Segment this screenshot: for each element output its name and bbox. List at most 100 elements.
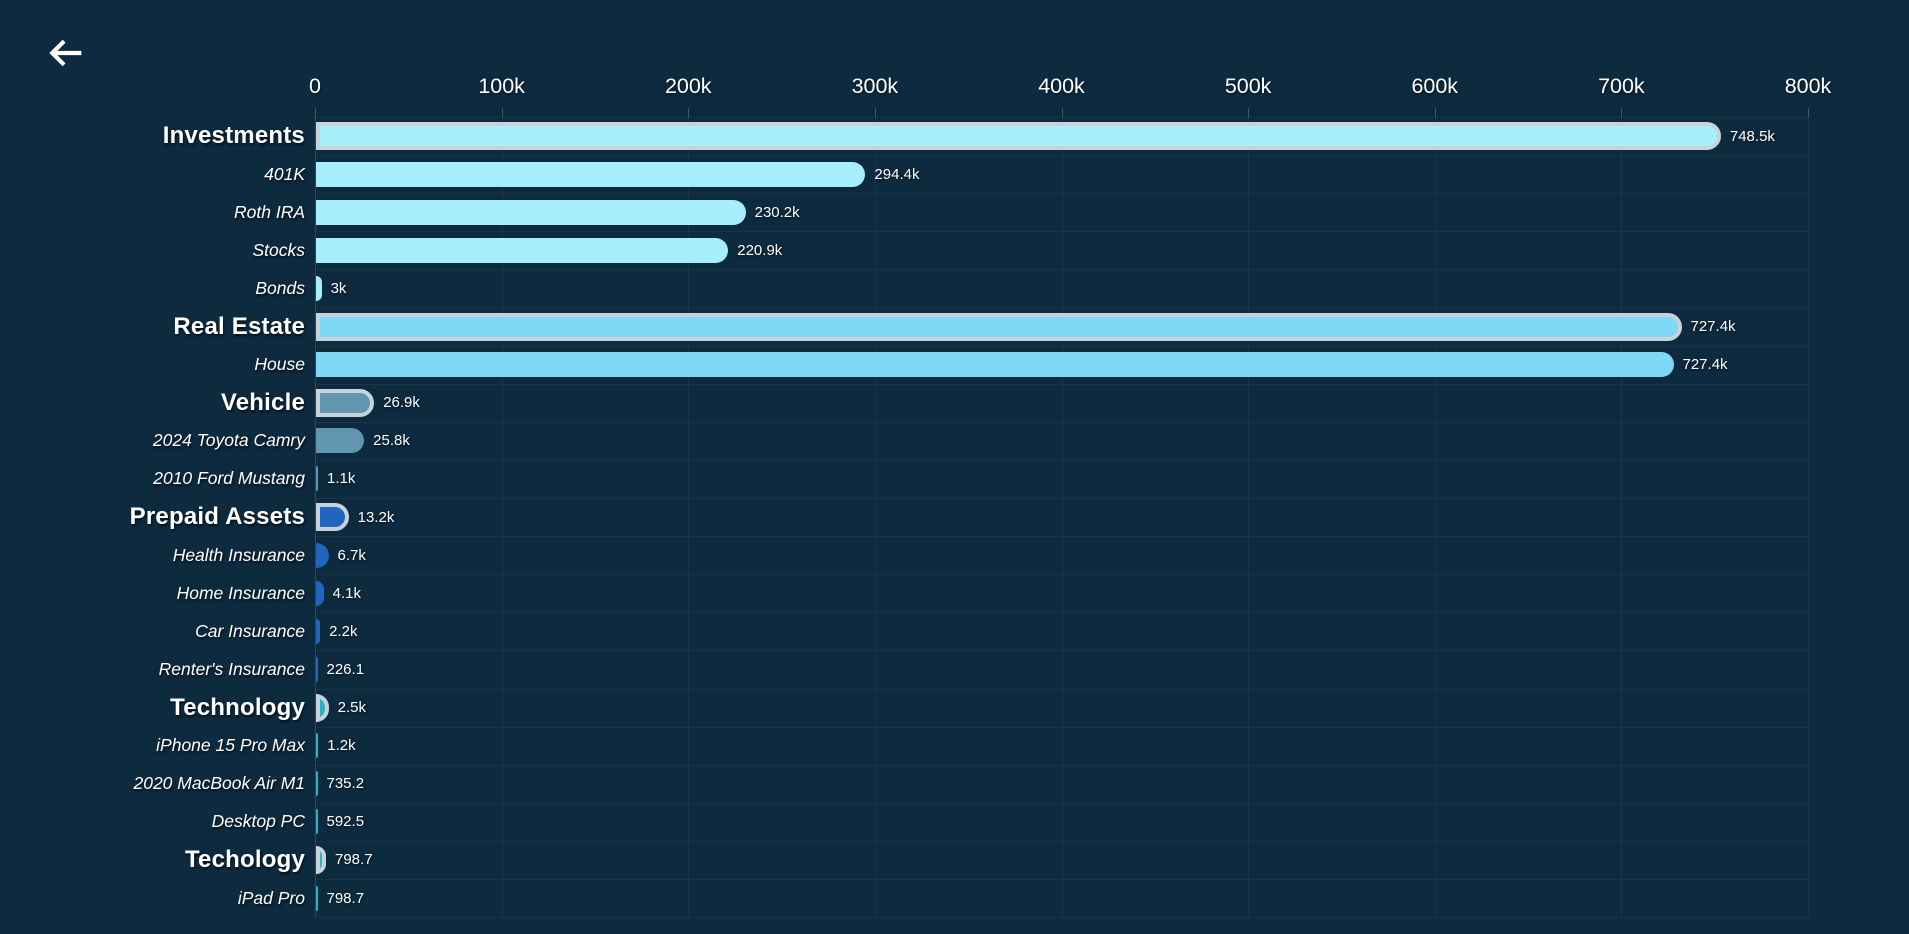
category-bar[interactable]: [316, 312, 1682, 341]
bar-value-label: 6.7k: [337, 546, 366, 564]
bar-value-label: 1.1k: [327, 470, 356, 488]
axis-tick-label: 300k: [851, 74, 899, 98]
grid-line-vertical: [874, 117, 876, 918]
axis-tick-label: 200k: [664, 74, 712, 98]
item-bar[interactable]: [316, 199, 746, 225]
x-axis: 0 100k 200k 300k 400k 500k 600k 700k 800k: [0, 0, 1909, 117]
row-label: iPhone 15 Pro Max: [156, 735, 305, 756]
row-label: Stocks: [252, 239, 305, 260]
row-separator: [315, 612, 1808, 614]
bar-value-label: 4.1k: [332, 584, 361, 602]
category-row: Prepaid Assets 13.2k: [0, 498, 1909, 536]
bar-value-label: 2.5k: [337, 699, 367, 717]
item-bar[interactable]: [316, 618, 321, 644]
row-separator: [315, 688, 1808, 690]
item-row: Home Insurance 4.1k: [0, 574, 1909, 612]
row-separator: [315, 383, 1808, 385]
row-label: Home Insurance: [176, 582, 305, 603]
row-label: Investments: [162, 122, 305, 150]
axis-tick-mark: [1434, 108, 1436, 117]
item-bar[interactable]: [316, 237, 729, 263]
bar-value-label: 735.2: [326, 775, 365, 793]
row-separator: [315, 802, 1808, 804]
row-separator: [315, 155, 1808, 157]
arrow-left-icon: [49, 39, 82, 67]
item-row: 401K 294.4k: [0, 155, 1909, 193]
row-label: Prepaid Assets: [129, 503, 305, 531]
item-bar[interactable]: [316, 542, 329, 568]
row-label: Vehicle: [220, 388, 305, 416]
item-row: Car Insurance 2.2k: [0, 612, 1909, 650]
axis-tick-mark: [1061, 108, 1063, 117]
item-bar[interactable]: [316, 275, 322, 301]
item-bar[interactable]: [316, 885, 318, 911]
row-label: Bonds: [255, 277, 305, 298]
bar-value-label: 798.7: [326, 889, 365, 907]
grid-line-vertical: [688, 117, 690, 918]
bar-value-label: 25.8k: [373, 432, 410, 450]
category-row: Technology 2.5k: [0, 689, 1909, 727]
axis-tick-label: 600k: [1411, 74, 1459, 98]
item-bar[interactable]: [316, 733, 319, 759]
category-bar[interactable]: [316, 388, 375, 417]
grid-line-vertical: [1248, 117, 1250, 918]
row-label: Desktop PC: [211, 811, 305, 832]
row-separator: [315, 764, 1808, 766]
item-row: iPhone 15 Pro Max 1.2k: [0, 727, 1909, 765]
row-label: iPad Pro: [237, 887, 305, 908]
row-separator: [315, 650, 1808, 652]
item-bar[interactable]: [316, 161, 866, 187]
item-row: Renter's Insurance 226.1: [0, 650, 1909, 688]
axis-tick-mark: [315, 108, 316, 117]
item-row: 2020 MacBook Air M1 735.2: [0, 765, 1909, 803]
item-bar[interactable]: [316, 428, 365, 454]
item-bar[interactable]: [316, 466, 319, 492]
category-row: Investments 748.5k: [0, 117, 1909, 155]
row-label: 2020 MacBook Air M1: [133, 773, 305, 794]
axis-zero-line: [315, 117, 316, 918]
row-label: 2010 Ford Mustang: [153, 468, 305, 489]
axis-tick-mark: [688, 108, 690, 117]
item-row: iPad Pro 798.7: [0, 879, 1909, 917]
row-separator: [315, 345, 1808, 347]
row-label: Technology: [170, 693, 305, 721]
axis-tick-mark: [874, 108, 876, 117]
axis-tick-label: 400k: [1038, 74, 1085, 98]
bar-value-label: 294.4k: [874, 165, 920, 183]
item-row: 2010 Ford Mustang 1.1k: [0, 460, 1909, 498]
category-bar[interactable]: [316, 693, 329, 722]
row-separator: [315, 840, 1808, 842]
axis-tick-mark: [1621, 108, 1623, 117]
bar-value-label: 748.5k: [1729, 127, 1775, 145]
category-bar[interactable]: [316, 845, 326, 874]
bar-value-label: 226.1: [326, 660, 365, 678]
axis-tick-label: 800k: [1784, 74, 1832, 98]
grid-line-vertical: [1434, 117, 1436, 918]
row-label: Real Estate: [173, 312, 305, 340]
row-separator: [315, 574, 1808, 576]
row-separator: [315, 917, 1808, 919]
item-bar[interactable]: [316, 809, 318, 835]
item-row: Bonds 3k: [0, 269, 1909, 307]
item-bar[interactable]: [316, 580, 324, 606]
row-separator: [315, 117, 1808, 118]
grid-line-vertical: [501, 117, 503, 918]
bar-value-label: 2.2k: [329, 622, 358, 640]
row-label: 2024 Toyota Camry: [152, 430, 305, 451]
grid-line-vertical: [1808, 117, 1809, 918]
row-label: Techology: [184, 845, 305, 873]
back-button[interactable]: [42, 30, 88, 76]
item-row: House 727.4k: [0, 346, 1909, 384]
row-label: House: [254, 354, 305, 375]
category-bar[interactable]: [316, 503, 349, 532]
row-separator: [315, 536, 1808, 538]
axis-tick-label: 100k: [478, 74, 525, 98]
axis-tick-label: 700k: [1598, 74, 1645, 98]
item-row: Health Insurance 6.7k: [0, 536, 1909, 574]
item-bar[interactable]: [316, 656, 318, 682]
category-bar[interactable]: [316, 122, 1721, 151]
item-bar[interactable]: [316, 771, 318, 797]
category-row: Vehicle 26.9k: [0, 384, 1909, 422]
row-separator: [315, 307, 1808, 309]
item-bar[interactable]: [316, 352, 1674, 378]
